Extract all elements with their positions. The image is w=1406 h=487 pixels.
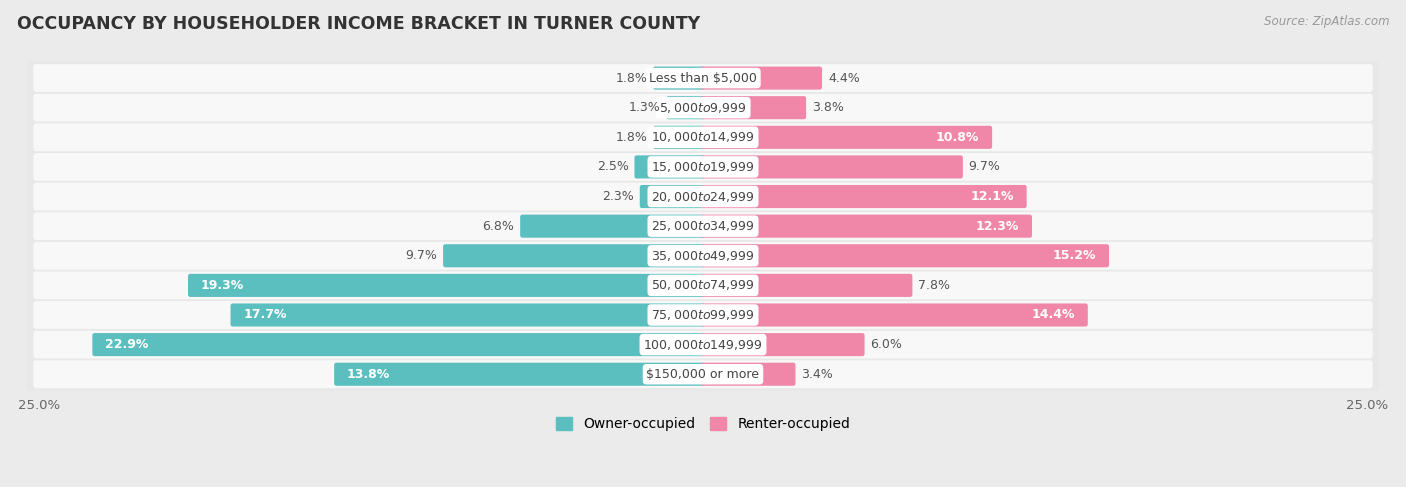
- Text: 7.8%: 7.8%: [918, 279, 950, 292]
- Text: $10,000 to $14,999: $10,000 to $14,999: [651, 131, 755, 144]
- Legend: Owner-occupied, Renter-occupied: Owner-occupied, Renter-occupied: [550, 412, 856, 437]
- FancyBboxPatch shape: [700, 274, 912, 297]
- Text: 4.4%: 4.4%: [828, 72, 859, 85]
- Text: 13.8%: 13.8%: [347, 368, 391, 381]
- Text: 9.7%: 9.7%: [405, 249, 437, 262]
- FancyBboxPatch shape: [652, 126, 706, 149]
- FancyBboxPatch shape: [27, 61, 1379, 94]
- Text: Source: ZipAtlas.com: Source: ZipAtlas.com: [1264, 15, 1389, 28]
- FancyBboxPatch shape: [93, 333, 706, 356]
- FancyBboxPatch shape: [34, 301, 1372, 329]
- Text: 2.3%: 2.3%: [602, 190, 634, 203]
- FancyBboxPatch shape: [27, 150, 1379, 184]
- FancyBboxPatch shape: [34, 360, 1372, 388]
- Text: 15.2%: 15.2%: [1053, 249, 1097, 262]
- Text: OCCUPANCY BY HOUSEHOLDER INCOME BRACKET IN TURNER COUNTY: OCCUPANCY BY HOUSEHOLDER INCOME BRACKET …: [17, 15, 700, 33]
- FancyBboxPatch shape: [231, 303, 706, 327]
- FancyBboxPatch shape: [700, 96, 806, 119]
- Text: 17.7%: 17.7%: [243, 308, 287, 321]
- FancyBboxPatch shape: [700, 215, 1032, 238]
- FancyBboxPatch shape: [27, 239, 1379, 272]
- FancyBboxPatch shape: [700, 333, 865, 356]
- Text: $150,000 or more: $150,000 or more: [647, 368, 759, 381]
- Text: $25,000 to $34,999: $25,000 to $34,999: [651, 219, 755, 233]
- FancyBboxPatch shape: [34, 331, 1372, 358]
- Text: 9.7%: 9.7%: [969, 160, 1001, 173]
- Text: 22.9%: 22.9%: [105, 338, 149, 351]
- Text: 10.8%: 10.8%: [936, 131, 980, 144]
- Text: $35,000 to $49,999: $35,000 to $49,999: [651, 249, 755, 263]
- FancyBboxPatch shape: [27, 269, 1379, 302]
- FancyBboxPatch shape: [700, 363, 796, 386]
- Text: 1.8%: 1.8%: [616, 131, 647, 144]
- FancyBboxPatch shape: [27, 91, 1379, 124]
- FancyBboxPatch shape: [27, 180, 1379, 213]
- FancyBboxPatch shape: [634, 155, 706, 178]
- FancyBboxPatch shape: [666, 96, 706, 119]
- Text: $75,000 to $99,999: $75,000 to $99,999: [651, 308, 755, 322]
- FancyBboxPatch shape: [27, 209, 1379, 243]
- Text: $50,000 to $74,999: $50,000 to $74,999: [651, 279, 755, 292]
- Text: 19.3%: 19.3%: [201, 279, 245, 292]
- Text: 2.5%: 2.5%: [596, 160, 628, 173]
- Text: 14.4%: 14.4%: [1032, 308, 1076, 321]
- FancyBboxPatch shape: [34, 64, 1372, 92]
- FancyBboxPatch shape: [27, 299, 1379, 332]
- FancyBboxPatch shape: [640, 185, 706, 208]
- Text: Less than $5,000: Less than $5,000: [650, 72, 756, 85]
- FancyBboxPatch shape: [443, 244, 706, 267]
- Text: 3.8%: 3.8%: [811, 101, 844, 114]
- Text: $15,000 to $19,999: $15,000 to $19,999: [651, 160, 755, 174]
- FancyBboxPatch shape: [520, 215, 706, 238]
- FancyBboxPatch shape: [652, 67, 706, 90]
- FancyBboxPatch shape: [700, 67, 823, 90]
- FancyBboxPatch shape: [700, 303, 1088, 327]
- FancyBboxPatch shape: [34, 94, 1372, 122]
- FancyBboxPatch shape: [34, 242, 1372, 270]
- Text: 3.4%: 3.4%: [801, 368, 834, 381]
- FancyBboxPatch shape: [700, 126, 993, 149]
- FancyBboxPatch shape: [34, 212, 1372, 240]
- Text: $5,000 to $9,999: $5,000 to $9,999: [659, 101, 747, 115]
- FancyBboxPatch shape: [700, 244, 1109, 267]
- Text: 6.0%: 6.0%: [870, 338, 903, 351]
- Text: 1.3%: 1.3%: [628, 101, 661, 114]
- FancyBboxPatch shape: [34, 123, 1372, 151]
- FancyBboxPatch shape: [34, 183, 1372, 210]
- Text: 6.8%: 6.8%: [482, 220, 515, 233]
- FancyBboxPatch shape: [335, 363, 706, 386]
- FancyBboxPatch shape: [34, 271, 1372, 300]
- Text: $20,000 to $24,999: $20,000 to $24,999: [651, 189, 755, 204]
- FancyBboxPatch shape: [27, 121, 1379, 154]
- Text: $100,000 to $149,999: $100,000 to $149,999: [644, 337, 762, 352]
- FancyBboxPatch shape: [27, 357, 1379, 391]
- FancyBboxPatch shape: [27, 328, 1379, 361]
- Text: 12.1%: 12.1%: [970, 190, 1014, 203]
- Text: 12.3%: 12.3%: [976, 220, 1019, 233]
- FancyBboxPatch shape: [700, 155, 963, 178]
- FancyBboxPatch shape: [188, 274, 706, 297]
- FancyBboxPatch shape: [700, 185, 1026, 208]
- FancyBboxPatch shape: [34, 153, 1372, 181]
- Text: 1.8%: 1.8%: [616, 72, 647, 85]
